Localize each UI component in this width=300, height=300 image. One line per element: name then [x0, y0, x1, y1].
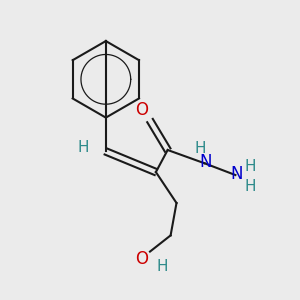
- Text: H: H: [78, 140, 89, 154]
- Text: N: N: [231, 165, 243, 183]
- Text: H: H: [244, 159, 256, 174]
- Text: H: H: [194, 141, 206, 156]
- Text: H: H: [244, 179, 256, 194]
- Text: H: H: [156, 259, 167, 274]
- Text: O: O: [135, 250, 148, 268]
- Text: N: N: [200, 153, 212, 171]
- Text: O: O: [135, 101, 148, 119]
